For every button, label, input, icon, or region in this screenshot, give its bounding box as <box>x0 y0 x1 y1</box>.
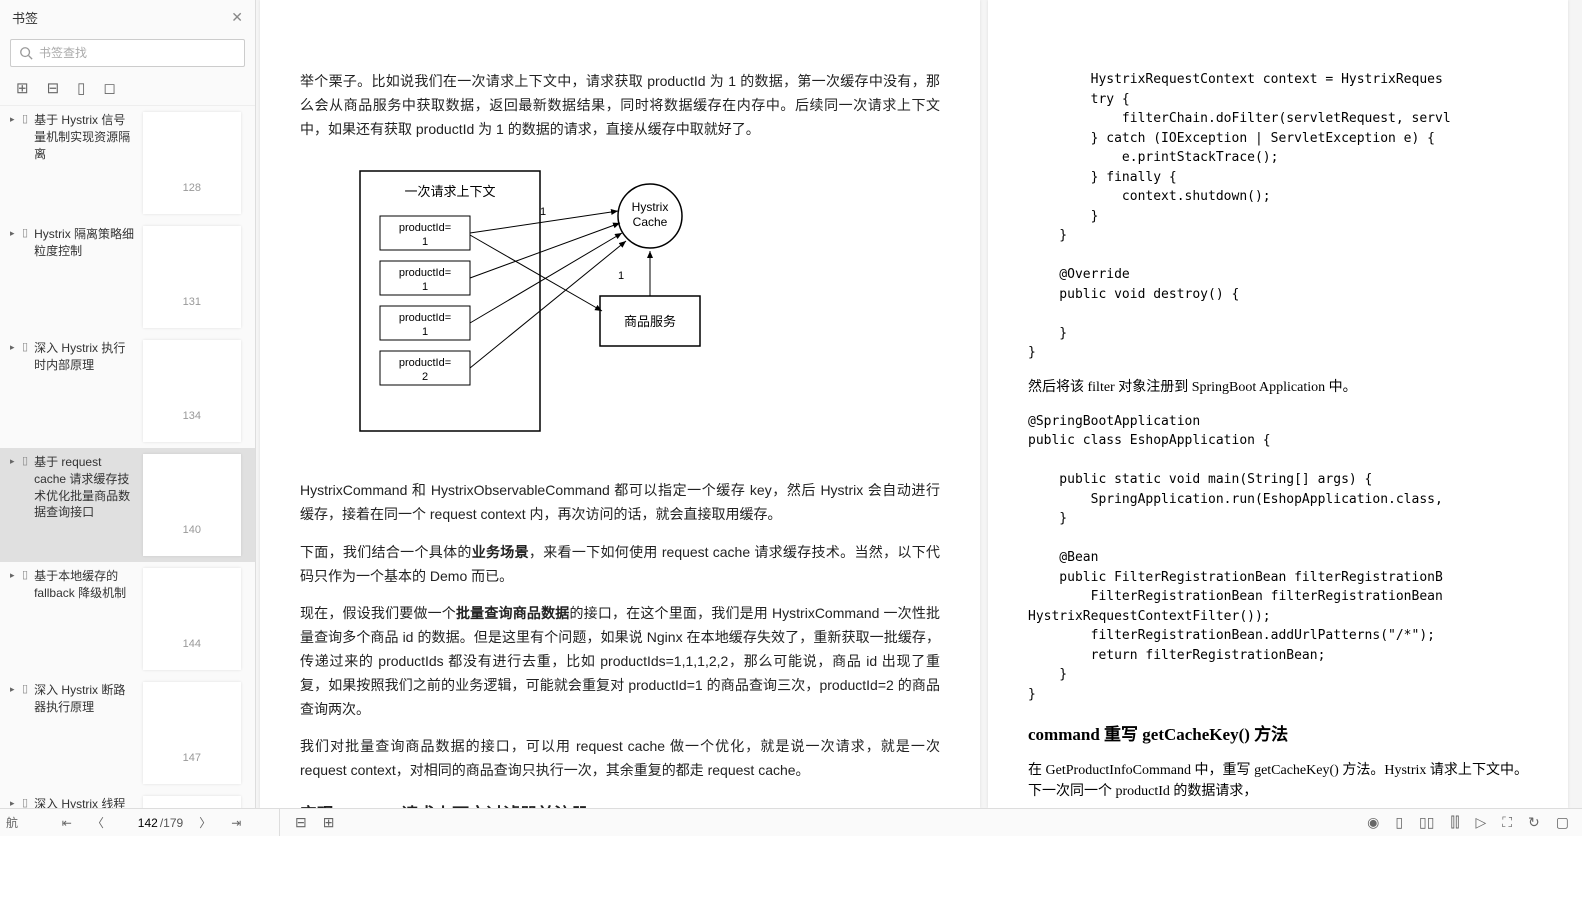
sidebar-header: 书签 ✕ <box>0 0 255 35</box>
svg-text:Cache: Cache <box>633 215 668 229</box>
bookmark-label: 深入 Hystrix 执行时内部原理 <box>34 340 137 374</box>
collapse-icon[interactable]: ⊟ <box>47 79 60 97</box>
bookmark-glyph-icon: ▯ <box>22 340 28 353</box>
page-left: 举个栗子。比如说我们在一次请求上下文中，请求获取 productId 为 1 的… <box>260 0 980 808</box>
bookmark-item[interactable]: ▸ ▯ 基于 request cache 请求缓存技术优化批量商品数据查询接口140 <box>0 448 255 562</box>
page-input[interactable] <box>120 816 158 830</box>
bookmark-label: 基于 Hystrix 信号量机制实现资源隔离 <box>34 112 137 162</box>
paragraph: 我们对批量查询商品数据的接口，可以用 request cache 做一个优化，就… <box>300 735 940 783</box>
paragraph: 现在，假设我们要做一个批量查询商品数据的接口，在这个里面，我们是用 Hystri… <box>300 602 940 721</box>
expand-arrow-icon[interactable]: ▸ <box>10 228 15 239</box>
bookmark-glyph-icon: ▯ <box>22 682 28 695</box>
prev-page-icon[interactable]: 〈 <box>88 814 108 831</box>
page-nav: ⇤ 〈 /179 〉 ⇥ <box>24 809 280 836</box>
diagram: 一次请求上下文 productId= 1 productId= 1 produc… <box>350 161 940 449</box>
first-page-icon[interactable]: ⇤ <box>58 816 76 830</box>
svg-text:商品服务: 商品服务 <box>624 314 676 329</box>
close-icon[interactable]: ✕ <box>231 9 243 26</box>
paragraph: 然后将该 filter 对象注册到 SpringBoot Application… <box>1028 377 1528 398</box>
fullscreen-icon[interactable]: ⛶ <box>1499 812 1515 833</box>
code-block: HystrixRequestContext context = HystrixR… <box>1028 70 1528 363</box>
bookmark-glyph-icon: ▯ <box>22 226 28 239</box>
bookmark-item[interactable]: ▸ ▯ 深入 Hystrix 线程池隔离与接口限流 150 <box>0 790 255 808</box>
paragraph: 在 GetProductInfoCommand 中，重写 getCacheKey… <box>1028 760 1528 802</box>
zoom-out-icon[interactable]: ⊟ <box>292 812 310 833</box>
bookmark-page: 128 <box>143 112 241 214</box>
svg-text:1: 1 <box>422 326 428 338</box>
content-area: 举个栗子。比如说我们在一次请求上下文中，请求获取 productId 为 1 的… <box>256 0 1582 808</box>
expand-arrow-icon[interactable]: ▸ <box>10 456 15 467</box>
sidebar-toolbar: ⊞ ⊟ ▯ ◻ <box>0 75 255 106</box>
search-input[interactable] <box>39 46 236 60</box>
bookmark-glyph-icon: ▯ <box>22 796 28 808</box>
bookmarks-sidebar: 书签 ✕ ⊞ ⊟ ▯ ◻ ▸ ▯ 基于 Hystrix 信号量机制实现资源隔离128… <box>0 0 256 808</box>
code-block: @SpringBootApplication public class Esho… <box>1028 412 1528 705</box>
bookmark-label: 深入 Hystrix 断路器执行原理 <box>34 682 137 716</box>
book-view-icon[interactable]: ⫿⫿ <box>1447 812 1462 833</box>
last-page-icon[interactable]: ⇥ <box>227 816 245 830</box>
svg-text:1: 1 <box>540 206 546 218</box>
bookmark-page: 147 <box>143 682 241 784</box>
sidebar-title: 书签 <box>12 8 38 27</box>
bookmark-glyph-icon: ▯ <box>22 454 28 467</box>
svg-text:productId=: productId= <box>399 312 451 324</box>
svg-text:1: 1 <box>618 270 624 282</box>
play-icon[interactable]: ▷ <box>1472 812 1489 833</box>
single-page-icon[interactable]: ▯ <box>1392 812 1406 833</box>
two-page-icon[interactable]: ▯▯ <box>1416 812 1437 833</box>
bookmark-label: 基于本地缓存的 fallback 降级机制 <box>34 568 137 602</box>
bookmark-page: 131 <box>143 226 241 328</box>
bookmark-page: 144 <box>143 568 241 670</box>
expand-arrow-icon[interactable]: ▸ <box>10 114 15 125</box>
heading: 实现 Hystrix 请求上下文过滤器并注册 <box>300 801 940 808</box>
bookmark-glyph-icon: ▯ <box>22 112 28 125</box>
search-box[interactable] <box>10 39 245 67</box>
bookmark-item[interactable]: ▸ ▯ 基于 Hystrix 信号量机制实现资源隔离128 <box>0 106 255 220</box>
bookmark-item[interactable]: ▸ ▯ 深入 Hystrix 断路器执行原理147 <box>0 676 255 790</box>
paragraph: 举个栗子。比如说我们在一次请求上下文中，请求获取 productId 为 1 的… <box>300 70 940 141</box>
ribbon-icon[interactable]: ◻ <box>103 79 115 97</box>
bookmark-page: 134 <box>143 340 241 442</box>
bookmark-label: Hystrix 隔离策略细粒度控制 <box>34 226 137 260</box>
bottom-toolbar: 航 ⇤ 〈 /179 〉 ⇥ ⊟ ⊞ ◉ ▯ ▯▯ ⫿⫿ ▷ ⛶ ↻ ▢ <box>0 808 1582 836</box>
bookmark-item[interactable]: ▸ ▯ 深入 Hystrix 执行时内部原理134 <box>0 334 255 448</box>
svg-text:1: 1 <box>422 281 428 293</box>
page-right: HystrixRequestContext context = HystrixR… <box>988 0 1568 808</box>
next-page-icon[interactable]: 〉 <box>195 814 215 831</box>
view-controls: ◉ ▯ ▯▯ ⫿⫿ ▷ ⛶ ↻ ▢ <box>1364 812 1582 833</box>
bookmark-list[interactable]: ▸ ▯ 基于 Hystrix 信号量机制实现资源隔离128 ▸ ▯ Hystrix 隔离策… <box>0 106 255 808</box>
svg-text:productId=: productId= <box>399 357 451 369</box>
expand-arrow-icon[interactable]: ▸ <box>10 684 15 695</box>
paragraph: 下面，我们结合一个具体的业务场景，来看一下如何使用 request cache … <box>300 541 940 589</box>
bookmark-page: 150 <box>143 796 241 808</box>
bookmark-item[interactable]: ▸ ▯ 基于本地缓存的 fallback 降级机制144 <box>0 562 255 676</box>
eye-icon[interactable]: ◉ <box>1364 812 1382 833</box>
expand-icon[interactable]: ⊞ <box>16 79 29 97</box>
zoom-in-icon[interactable]: ⊞ <box>320 812 338 833</box>
expand-arrow-icon[interactable]: ▸ <box>10 798 15 808</box>
svg-text:2: 2 <box>422 371 428 383</box>
bookmark-page: 140 <box>143 454 241 556</box>
bookmark-item[interactable]: ▸ ▯ Hystrix 隔离策略细粒度控制131 <box>0 220 255 334</box>
search-icon <box>19 46 33 60</box>
svg-text:productId=: productId= <box>399 222 451 234</box>
zoom-controls: ⊟ ⊞ <box>280 812 337 833</box>
bookmark-label: 基于 request cache 请求缓存技术优化批量商品数据查询接口 <box>34 454 137 521</box>
expand-arrow-icon[interactable]: ▸ <box>10 342 15 353</box>
present-icon[interactable]: ▢ <box>1553 812 1572 833</box>
rotate-icon[interactable]: ↻ <box>1525 812 1543 833</box>
paragraph: HystrixCommand 和 HystrixObservableComman… <box>300 479 940 527</box>
svg-text:Hystrix: Hystrix <box>632 200 669 214</box>
bookmark-glyph-icon: ▯ <box>22 568 28 581</box>
nav-label: 航 <box>0 814 24 831</box>
svg-text:productId=: productId= <box>399 267 451 279</box>
diagram-title: 一次请求上下文 <box>404 184 495 199</box>
svg-text:1: 1 <box>422 236 428 248</box>
expand-arrow-icon[interactable]: ▸ <box>10 570 15 581</box>
heading: command 重写 getCacheKey() 方法 <box>1028 722 1528 748</box>
page-total: /179 <box>160 816 183 830</box>
page-indicator: /179 <box>120 816 183 830</box>
bookmark-icon[interactable]: ▯ <box>77 79 85 97</box>
bookmark-label: 深入 Hystrix 线程池隔离与接口限流 <box>34 796 137 808</box>
